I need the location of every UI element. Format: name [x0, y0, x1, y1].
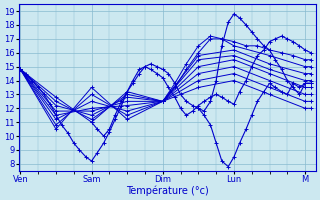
X-axis label: Température (°c): Température (°c): [126, 185, 209, 196]
